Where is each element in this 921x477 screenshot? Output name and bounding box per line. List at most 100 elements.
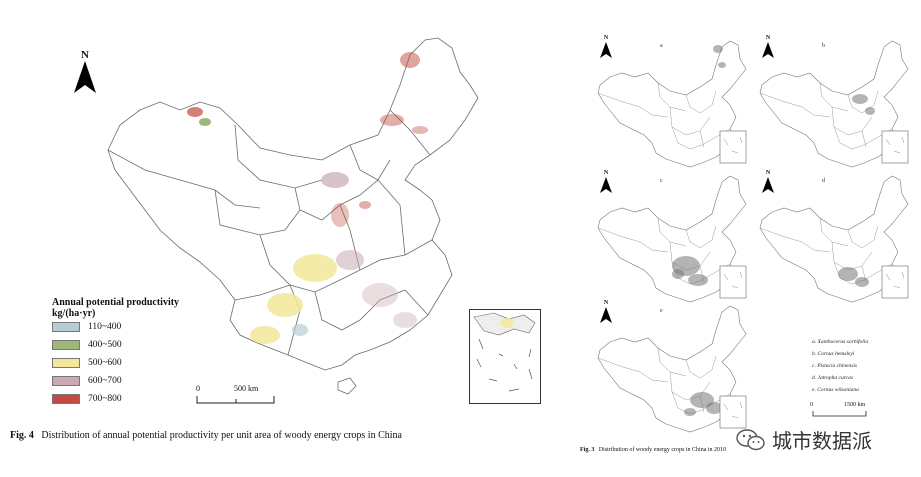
south-china-sea-inset bbox=[469, 309, 541, 404]
boundary-south bbox=[259, 234, 433, 293]
small-inset bbox=[719, 130, 747, 164]
boundary-northeast bbox=[349, 109, 431, 181]
patch-600-700 bbox=[321, 172, 349, 188]
small-north-label: N bbox=[765, 35, 771, 41]
boundary-southeast bbox=[314, 289, 429, 331]
figure-caption-main: Fig. 4 Distribution of annual potential … bbox=[10, 430, 402, 441]
small-north-label: N bbox=[603, 35, 609, 41]
patch-700-800 bbox=[359, 201, 371, 209]
watermark-text: 城市数据派 bbox=[772, 429, 872, 453]
species-a: a. Xanthoceras sorbifolia bbox=[812, 339, 869, 345]
boundary-central bbox=[299, 159, 391, 221]
small-china-map bbox=[759, 40, 909, 168]
patch-700-800 bbox=[380, 114, 404, 126]
patch-700-800 bbox=[331, 203, 349, 227]
small-china-map bbox=[759, 175, 909, 303]
north-arrow-icon bbox=[762, 42, 774, 58]
north-arrow-icon bbox=[600, 307, 612, 323]
legend-swatch bbox=[52, 394, 80, 404]
patch-600-700 bbox=[393, 312, 417, 328]
scale-zero: 0 bbox=[196, 384, 200, 393]
legend-label: 110~400 bbox=[88, 322, 122, 332]
legend-item: 600~700 bbox=[52, 376, 122, 386]
legend-label: 500~600 bbox=[88, 358, 122, 368]
legend-title-line1: Annual potential productivity bbox=[52, 297, 180, 308]
species-c: c. Pistacia chinensis bbox=[812, 363, 858, 369]
north-label: N bbox=[81, 49, 89, 61]
north-arrow-icon bbox=[600, 42, 612, 58]
boundary-xinjiang-tibet bbox=[107, 149, 261, 209]
boundary-qinghai bbox=[214, 187, 301, 236]
legend-swatch bbox=[52, 322, 80, 332]
small-china-map bbox=[597, 175, 747, 303]
small-north-label: N bbox=[603, 170, 609, 176]
boundary-inner bbox=[234, 124, 323, 189]
small-inset bbox=[719, 265, 747, 299]
legend-item: 700~800 bbox=[52, 394, 122, 404]
country-outline bbox=[107, 37, 479, 371]
watermark: 城市数据派 bbox=[736, 425, 872, 454]
north-arrow: N bbox=[74, 50, 96, 98]
legend-item: 110~400 bbox=[52, 322, 121, 332]
patch-700-800 bbox=[187, 107, 203, 117]
patch-110-400 bbox=[292, 324, 308, 336]
wechat-icon bbox=[736, 428, 765, 450]
legend-title-line2: kg/(ha·yr) bbox=[52, 308, 96, 319]
legend-swatch bbox=[52, 376, 80, 386]
province-boundaries bbox=[107, 37, 479, 395]
north-arrow-icon bbox=[74, 61, 96, 93]
species-b: b. Cornus hemsleyi bbox=[812, 351, 855, 357]
main-china-map bbox=[107, 37, 479, 395]
species-d: d. Jatropha curcas bbox=[812, 375, 853, 381]
small-north-label: N bbox=[603, 300, 609, 306]
patch-500-600 bbox=[250, 326, 280, 344]
small-inset bbox=[881, 130, 909, 164]
small-china-map bbox=[597, 40, 747, 168]
patch-500-600 bbox=[267, 293, 303, 317]
small-north-arrow: N bbox=[600, 35, 612, 63]
figure-caption-small: Fig. 3 Distribution of woody energy crop… bbox=[580, 447, 726, 453]
hainan-island bbox=[337, 377, 357, 395]
small-inset bbox=[881, 265, 909, 299]
legend-swatch bbox=[52, 358, 80, 368]
small-map-letter: e bbox=[660, 308, 663, 314]
small-north-arrow: N bbox=[600, 300, 612, 328]
small-north-arrow: N bbox=[762, 170, 774, 198]
small-scale-zero: 0 bbox=[810, 402, 813, 408]
legend-label: 600~700 bbox=[88, 376, 122, 386]
scale-distance: 500 km bbox=[234, 384, 259, 393]
small-map-letter: b bbox=[822, 43, 825, 49]
species-e: e. Cornus wilsoniana bbox=[812, 387, 859, 393]
scale-bar bbox=[196, 396, 275, 404]
legend-item: 400~500 bbox=[52, 340, 122, 350]
legend-label: 700~800 bbox=[88, 394, 122, 404]
legend-label: 400~500 bbox=[88, 340, 122, 350]
patch-600-700 bbox=[362, 283, 398, 307]
small-china-map bbox=[597, 305, 747, 433]
small-north-arrow: N bbox=[600, 170, 612, 198]
legend-title: Annual potential productivity kg/(ha·yr) bbox=[52, 297, 179, 319]
small-map-letter: a bbox=[660, 43, 663, 49]
caption-label: Fig. 4 bbox=[10, 430, 34, 441]
species-key: a. Xanthoceras sorbifolia b. Cornus hems… bbox=[812, 336, 868, 396]
small-caption-text: Distribution of woody energy crops in Ch… bbox=[598, 447, 727, 453]
caption-text: Distribution of annual potential product… bbox=[41, 430, 402, 441]
productivity-patches bbox=[187, 52, 428, 344]
small-scale-bar bbox=[812, 411, 867, 417]
small-inset bbox=[719, 395, 747, 429]
small-map-letter: c bbox=[660, 178, 663, 184]
small-caption-label: Fig. 3 bbox=[580, 447, 595, 453]
patch-700-800 bbox=[400, 52, 420, 68]
small-map-letter: d bbox=[822, 178, 825, 184]
small-north-label: N bbox=[765, 170, 771, 176]
patch-700-800 bbox=[412, 126, 428, 134]
north-arrow-icon bbox=[762, 177, 774, 193]
patch-600-700 bbox=[336, 250, 364, 270]
patch-500-600 bbox=[293, 254, 337, 282]
